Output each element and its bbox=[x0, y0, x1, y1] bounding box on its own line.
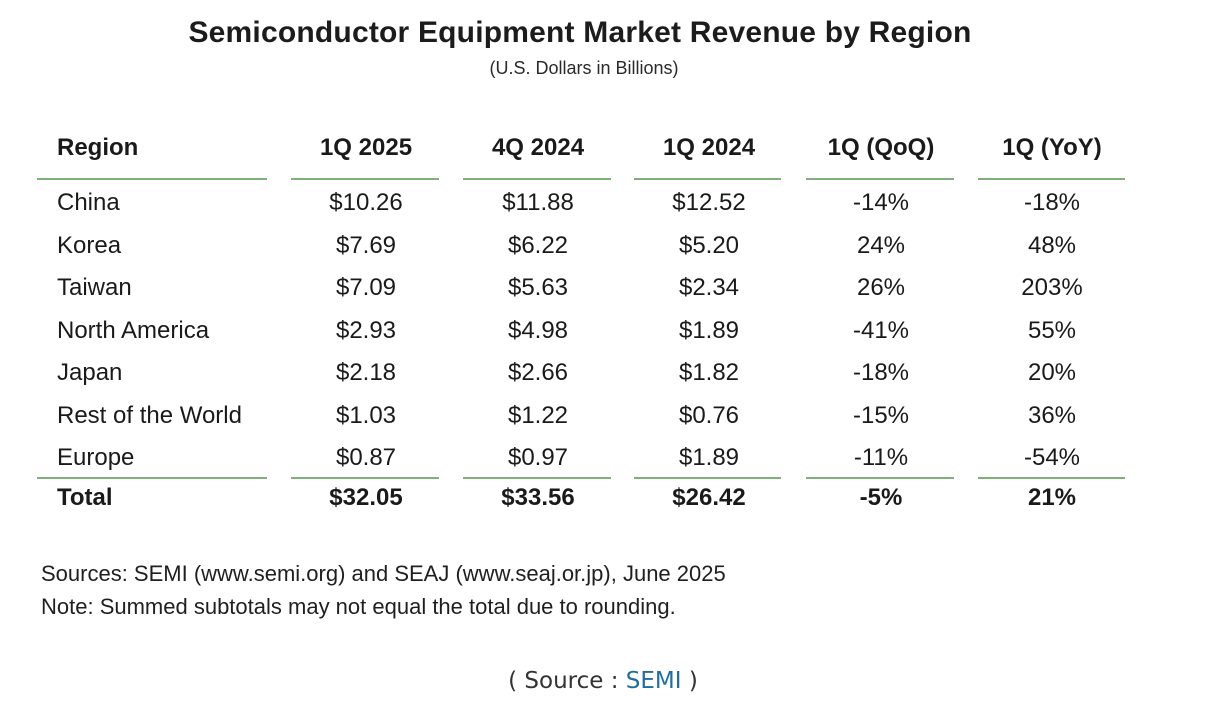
column-header: 1Q 2025 bbox=[319, 134, 413, 161]
column-header: 4Q 2024 bbox=[491, 134, 585, 161]
table-title: Semiconductor Equipment Market Revenue b… bbox=[188, 16, 972, 49]
table-cell: -18% bbox=[1023, 189, 1081, 216]
table-cell: $2.66 bbox=[507, 359, 569, 386]
total-cell: $26.42 bbox=[672, 484, 746, 511]
header-divider bbox=[37, 178, 267, 180]
table-cell: -11% bbox=[853, 444, 909, 471]
table-cell: $11.88 bbox=[502, 189, 574, 216]
total-divider bbox=[806, 477, 954, 479]
table-cell: $7.09 bbox=[335, 274, 397, 301]
column-header: 1Q 2024 bbox=[662, 134, 756, 161]
source-caption-close: ) bbox=[681, 668, 698, 694]
row-region: Taiwan bbox=[57, 274, 132, 301]
table-cell: -41% bbox=[852, 316, 910, 344]
table-cell: -14% bbox=[852, 189, 910, 216]
table-cell: -15% bbox=[852, 401, 910, 429]
table-cell: $7.69 bbox=[335, 231, 397, 259]
total-cell: -5% bbox=[859, 484, 903, 511]
source-caption: ( Source : SEMI ) bbox=[0, 668, 1206, 694]
row-region: Japan bbox=[57, 359, 123, 386]
header-divider bbox=[806, 178, 954, 180]
table-cell: $0.87 bbox=[335, 444, 397, 471]
total-cell: 21% bbox=[1027, 484, 1077, 511]
source-link[interactable]: SEMI bbox=[625, 668, 682, 694]
table-cell: $2.18 bbox=[335, 359, 397, 386]
row-region: Europe bbox=[57, 444, 135, 471]
header-divider bbox=[463, 178, 611, 180]
total-label: Total bbox=[57, 484, 113, 511]
total-divider bbox=[291, 477, 439, 479]
table-cell: 48% bbox=[1027, 231, 1077, 259]
table-cell: $1.82 bbox=[678, 359, 740, 386]
table-cell: $5.20 bbox=[678, 231, 740, 259]
table-cell: 20% bbox=[1027, 359, 1077, 386]
table-cell: $6.22 bbox=[507, 231, 569, 259]
column-header: Region bbox=[57, 134, 139, 161]
table-cell: $1.89 bbox=[678, 316, 740, 344]
row-region: Rest of the World bbox=[57, 401, 242, 429]
table-cell: $4.98 bbox=[507, 316, 569, 344]
row-region: China bbox=[57, 189, 120, 216]
table-cell: $2.93 bbox=[335, 316, 397, 344]
table-cell: $1.22 bbox=[507, 401, 569, 429]
row-region: Korea bbox=[57, 231, 122, 259]
table-cell: 24% bbox=[856, 231, 906, 259]
column-header: 1Q (QoQ) bbox=[827, 134, 935, 161]
table-cell: -18% bbox=[852, 359, 910, 386]
table-cell: -54% bbox=[1023, 444, 1081, 471]
total-divider bbox=[463, 477, 611, 479]
total-divider bbox=[978, 477, 1125, 479]
table-cell: $1.89 bbox=[678, 444, 740, 471]
row-region: North America bbox=[57, 316, 210, 344]
total-cell: $32.05 bbox=[329, 484, 403, 511]
sources-note: Sources: SEMI (www.semi.org) and SEAJ (w… bbox=[41, 561, 726, 586]
table-cell: $2.34 bbox=[678, 274, 740, 301]
rounding-note: Note: Summed subtotals may not equal the… bbox=[41, 594, 676, 619]
table-cell: $5.63 bbox=[507, 274, 569, 301]
header-divider bbox=[291, 178, 439, 180]
total-divider bbox=[37, 477, 267, 479]
table-cell: $10.26 bbox=[329, 189, 403, 216]
table-cell: $12.52 bbox=[672, 189, 746, 216]
table-subtitle: (U.S. Dollars in Billions) bbox=[489, 58, 679, 78]
table-cell: 26% bbox=[856, 274, 906, 301]
table-cell: 55% bbox=[1027, 316, 1077, 344]
table-cell: $0.76 bbox=[678, 401, 740, 429]
header-divider bbox=[978, 178, 1125, 180]
header-divider bbox=[634, 178, 781, 180]
table-cell: $1.03 bbox=[335, 401, 397, 429]
total-cell: $33.56 bbox=[501, 484, 575, 511]
table-cell: 203% bbox=[1021, 274, 1083, 301]
table-cell: 36% bbox=[1027, 401, 1077, 429]
total-divider bbox=[634, 477, 781, 479]
source-caption-open: ( Source : bbox=[508, 668, 626, 694]
table-cell: $0.97 bbox=[507, 444, 569, 471]
column-header: 1Q (YoY) bbox=[1002, 134, 1102, 161]
